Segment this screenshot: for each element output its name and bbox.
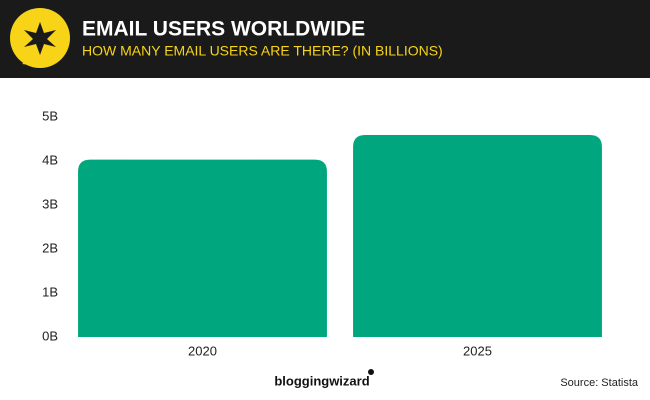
brand: bloggingwizard [274, 373, 369, 388]
x-tick-label: 2020 [188, 343, 217, 358]
y-tick-label: 3B [42, 196, 58, 211]
source: Source: Statista [560, 377, 639, 389]
y-tick-label: 2B [42, 240, 58, 255]
y-tick-label: 4B [42, 152, 58, 167]
header-band [0, 0, 650, 78]
brand-dot [368, 369, 374, 375]
y-tick-label: 1B [42, 284, 58, 299]
bar [78, 159, 327, 337]
chart-title: EMAIL USERS WORLDWIDE [82, 18, 365, 41]
logo [10, 8, 70, 68]
y-tick-label: 5B [42, 108, 58, 123]
y-tick-label: 0B [42, 328, 58, 343]
chart-subtitle: HOW MANY EMAIL USERS ARE THERE? (IN BILL… [82, 43, 443, 59]
bar [353, 135, 602, 337]
x-tick-label: 2025 [463, 343, 492, 358]
